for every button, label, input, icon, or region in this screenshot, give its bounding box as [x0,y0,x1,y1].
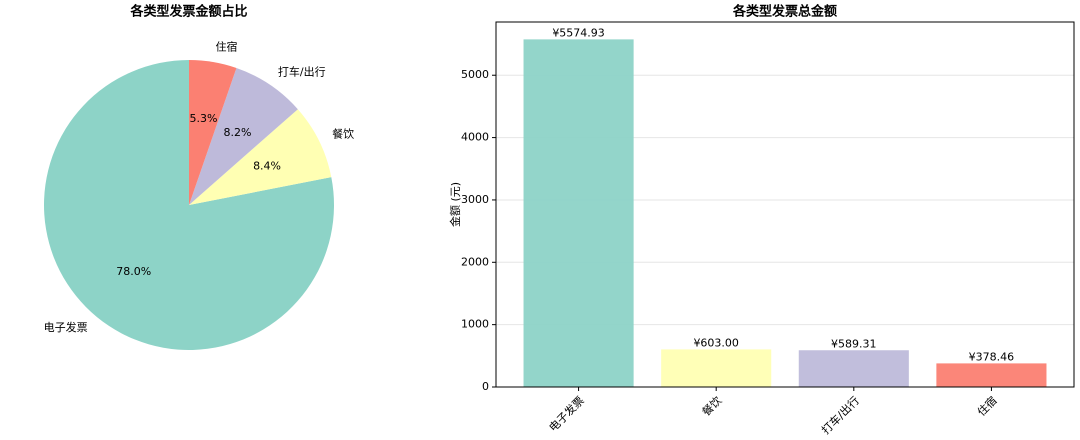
slice-percent: 8.4% [253,160,281,173]
slice-percent: 5.3% [189,112,217,125]
slice-label: 餐饮 [332,127,354,141]
y-tick-label: 0 [482,380,489,393]
pie-slice [189,60,237,205]
bar [936,363,1047,387]
pie-slice [44,60,335,350]
chart-title: 各类型发票总金额 [732,4,837,20]
slice-label: 打车/出行 [278,65,326,79]
x-tick-label: 餐饮 [699,393,724,418]
slice-label: 住宿 [215,40,237,54]
bar-value-label: ¥378.46 [969,350,1015,363]
pie-slice [189,109,332,205]
x-tick-label: 打车/出行 [818,393,862,437]
bar [798,350,909,387]
y-tick-label: 4000 [461,131,489,144]
pie-slice [189,67,298,205]
plot-frame [495,21,1075,388]
slice-label: 电子发票 [44,320,88,334]
bar [523,39,634,387]
bar-value-label: ¥603.00 [693,336,739,349]
y-tick-label: 3000 [461,193,489,206]
y-tick-label: 2000 [461,255,489,268]
chart-title: 各类型发票金额占比 [129,4,247,20]
x-tick-label: 住宿 [974,393,999,418]
y-tick-label: 1000 [461,318,489,331]
slice-percent: 78.0% [116,265,151,278]
bar-value-label: ¥5574.93 [552,26,605,39]
x-tick-label: 电子发票 [546,393,587,434]
y-tick-label: 5000 [461,68,489,81]
bar [661,349,772,387]
y-axis-label: 金额 (元) [448,182,462,227]
bar-value-label: ¥589.31 [831,337,877,350]
slice-percent: 8.2% [224,126,252,139]
